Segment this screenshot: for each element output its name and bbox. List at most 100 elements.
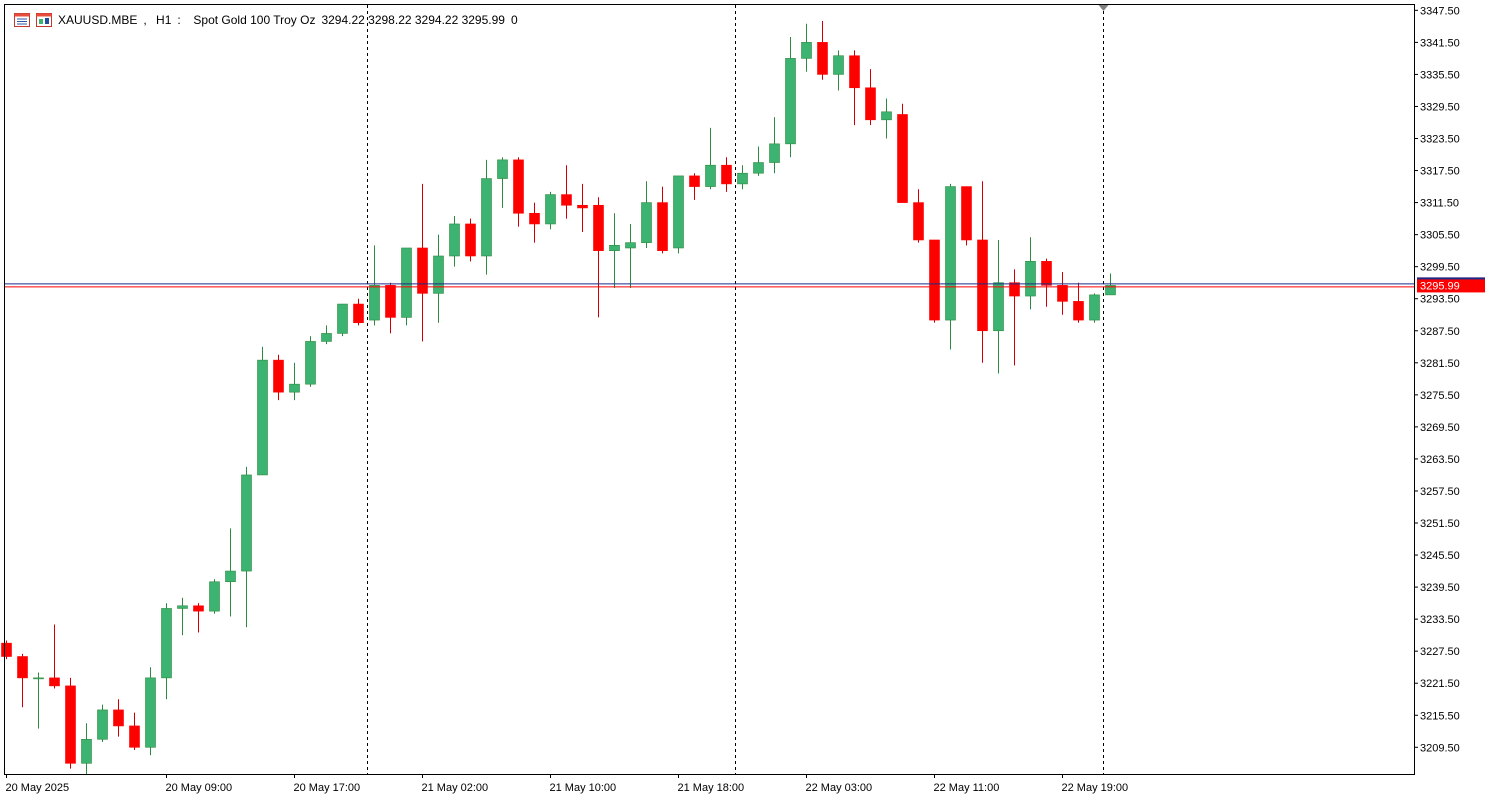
candle[interactable] [65, 677, 76, 769]
candle-body-bearish [977, 239, 988, 332]
candle[interactable] [1089, 293, 1100, 323]
candle-body-bullish [305, 341, 316, 385]
candle[interactable] [81, 723, 92, 774]
candle[interactable] [961, 186, 972, 246]
candle[interactable] [193, 603, 204, 633]
candle[interactable] [577, 183, 588, 232]
candle[interactable] [833, 50, 844, 91]
candle[interactable] [465, 218, 476, 262]
candle-body-bullish [145, 677, 156, 748]
candle[interactable] [1041, 258, 1052, 307]
candle[interactable] [657, 186, 668, 254]
candle[interactable] [337, 303, 348, 337]
price-tick-label: 3263.50 [1420, 454, 1460, 466]
candle-body-bullish [225, 570, 236, 583]
price-tick-label: 3305.50 [1420, 230, 1460, 242]
chart-window-icon[interactable] [14, 13, 30, 27]
candle[interactable] [897, 103, 908, 203]
price-tick-label: 3239.50 [1420, 582, 1460, 594]
candle-body-bullish [321, 333, 332, 342]
candle[interactable] [177, 597, 188, 636]
chart-header: XAUUSD.MBE, H1: Spot Gold 100 Troy Oz 329… [14, 11, 518, 29]
candle[interactable] [321, 325, 332, 345]
candle[interactable] [305, 336, 316, 387]
candle[interactable] [721, 157, 732, 192]
current-price-label: 3295.99 [1420, 280, 1460, 292]
candle[interactable] [97, 704, 108, 742]
candle[interactable] [129, 712, 140, 750]
candle[interactable] [529, 202, 540, 243]
chart-shift-marker[interactable] [1098, 5, 1109, 11]
candle-body-bearish [385, 285, 396, 318]
candle[interactable] [593, 197, 604, 318]
candle[interactable] [1, 640, 12, 660]
candle[interactable] [737, 165, 748, 190]
candle[interactable] [353, 298, 364, 326]
candle[interactable] [161, 603, 172, 700]
candle-body-bearish [129, 725, 140, 748]
candle[interactable] [33, 672, 44, 729]
candle[interactable] [705, 127, 716, 190]
candle[interactable] [49, 624, 60, 689]
candle[interactable] [273, 354, 284, 401]
price-tick-label: 3209.50 [1420, 742, 1460, 754]
candle[interactable] [417, 183, 428, 342]
candle[interactable] [817, 21, 828, 80]
candle-body-bearish [17, 656, 28, 679]
candle[interactable] [865, 69, 876, 126]
price-tick-label: 3269.50 [1420, 422, 1460, 434]
candle-body-bearish [913, 202, 924, 241]
candle[interactable] [17, 653, 28, 708]
candle[interactable] [913, 189, 924, 243]
candle[interactable] [769, 117, 780, 174]
candle[interactable] [449, 215, 460, 267]
candle[interactable] [641, 181, 652, 248]
candle-body-bullish [497, 159, 508, 179]
day-separators [367, 5, 1109, 774]
candle[interactable] [929, 239, 940, 323]
candle[interactable] [673, 175, 684, 254]
candle[interactable] [561, 165, 572, 219]
candle[interactable] [225, 528, 236, 617]
candle[interactable] [545, 191, 556, 230]
chart-properties-icon[interactable] [36, 13, 52, 27]
candle[interactable] [209, 579, 220, 614]
candle[interactable] [689, 173, 700, 200]
candle-body-bullish [833, 55, 844, 75]
candle[interactable] [513, 157, 524, 227]
price-lines [5, 283, 1414, 288]
candle[interactable] [369, 245, 380, 326]
candle[interactable] [289, 362, 300, 401]
header-description: Spot Gold 100 Troy Oz [193, 13, 316, 27]
candle[interactable] [801, 23, 812, 72]
candle[interactable] [753, 146, 764, 176]
candle[interactable] [241, 466, 252, 628]
candle[interactable] [1025, 237, 1036, 310]
candle[interactable] [609, 213, 620, 289]
candle[interactable] [257, 346, 268, 476]
candle[interactable] [881, 98, 892, 139]
candle[interactable] [1009, 269, 1020, 366]
candle-body-bearish [417, 247, 428, 294]
candle-body-bearish [1041, 261, 1052, 286]
candle[interactable] [1073, 282, 1084, 323]
candle-body-bearish [65, 685, 76, 764]
header-separator: , [143, 13, 151, 27]
candle[interactable] [113, 699, 124, 737]
candle[interactable] [849, 50, 860, 126]
candle[interactable] [497, 157, 508, 208]
candle[interactable] [433, 234, 444, 323]
time-tick-label: 21 May 02:00 [422, 782, 489, 794]
candle[interactable] [481, 159, 492, 275]
candle[interactable] [977, 181, 988, 363]
candle[interactable] [785, 37, 796, 158]
candle[interactable] [625, 223, 636, 289]
candle-body-bearish [961, 186, 972, 241]
time-tick-label: 20 May 17:00 [294, 782, 361, 794]
candle[interactable] [145, 667, 156, 756]
candle[interactable] [1057, 272, 1068, 315]
candle[interactable] [993, 239, 1004, 374]
candle[interactable] [945, 183, 956, 350]
candle[interactable] [385, 282, 396, 334]
